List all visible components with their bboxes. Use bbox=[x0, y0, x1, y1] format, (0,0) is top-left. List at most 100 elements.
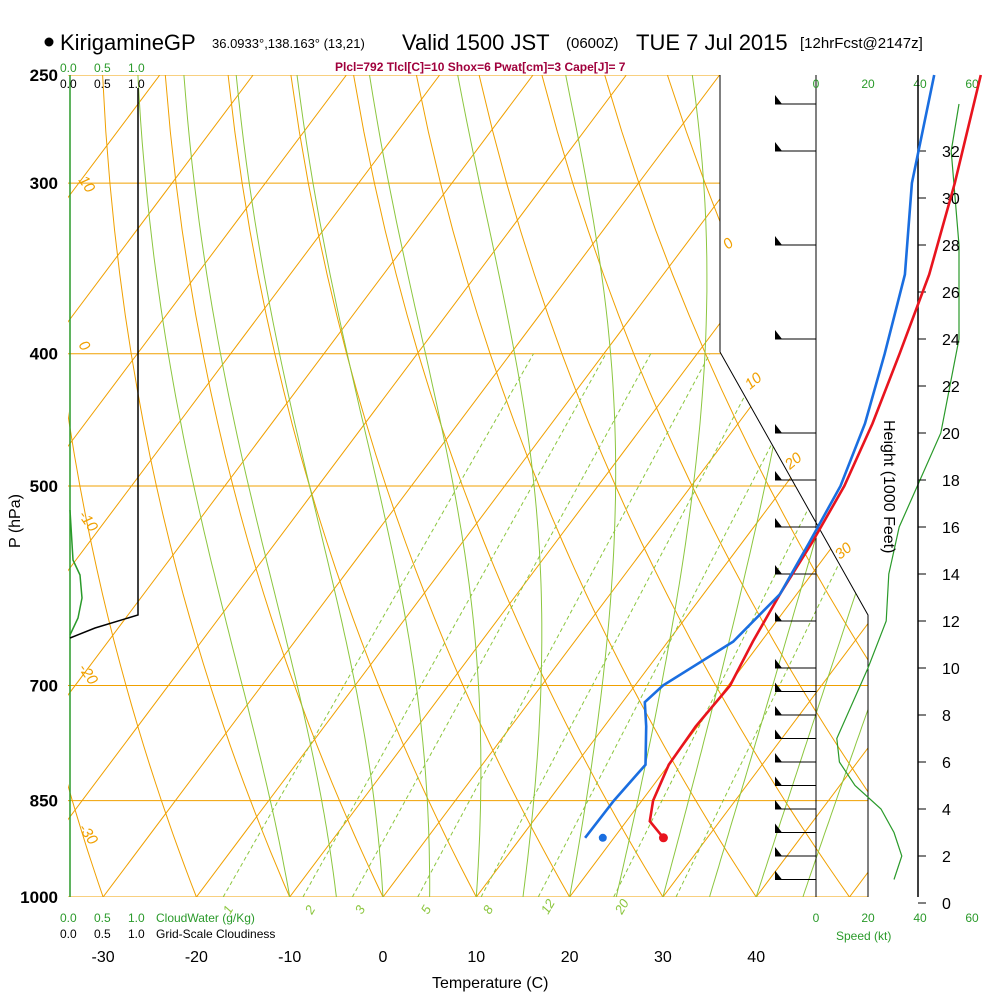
temperature-tick-label: 40 bbox=[747, 949, 765, 966]
moist-adiabat bbox=[802, 707, 868, 897]
height-tick-label: 24 bbox=[942, 332, 960, 349]
wind-barbs bbox=[775, 95, 816, 880]
moist-adiabat bbox=[369, 75, 482, 897]
height-tick-label: 0 bbox=[942, 896, 951, 913]
dry-adiabat bbox=[353, 75, 664, 897]
svg-text:0.5: 0.5 bbox=[94, 927, 111, 941]
forecast-run: [12hrFcst@2147z] bbox=[800, 35, 923, 52]
speed-tick-label: 0 bbox=[813, 77, 820, 91]
speed-tick-label: 60 bbox=[965, 911, 979, 925]
mixing-ratio-line bbox=[302, 353, 607, 897]
svg-text:0.0: 0.0 bbox=[60, 77, 77, 91]
mixing-ratio-label: 20 bbox=[611, 896, 632, 918]
temperature-tick-label: 30 bbox=[654, 949, 672, 966]
svg-text:1.0: 1.0 bbox=[128, 911, 145, 925]
cloudiness-label: Grid-Scale Cloudiness bbox=[156, 927, 275, 941]
moist-adiabat bbox=[565, 75, 617, 897]
cloud-scale-top: 0.0 0.5 1.0 0.0 0.5 1.0 bbox=[60, 61, 145, 91]
pressure-tick-label: 850 bbox=[30, 792, 58, 811]
wind-pennant bbox=[775, 471, 782, 480]
svg-text:0.0: 0.0 bbox=[60, 911, 77, 925]
height-tick-label: 14 bbox=[942, 567, 960, 584]
wind-pennant bbox=[775, 706, 782, 715]
dewpoint-line bbox=[584, 74, 936, 839]
zulu-time: (0600Z) bbox=[566, 35, 619, 52]
moist-adiabat bbox=[457, 75, 543, 897]
isotherm bbox=[68, 75, 441, 572]
temperature-tick-label: -30 bbox=[92, 949, 115, 966]
mixing-ratio-line bbox=[351, 353, 652, 897]
wind-pennant bbox=[775, 142, 782, 151]
grid-boundary bbox=[719, 75, 869, 897]
height-tick-label: 2 bbox=[942, 849, 951, 866]
dry-adiabat bbox=[541, 75, 868, 793]
dry-adiabat bbox=[855, 75, 868, 106]
speed-tick-label: 40 bbox=[913, 77, 927, 91]
station-name: KirigamineGP bbox=[60, 30, 196, 55]
wind-pennant bbox=[775, 95, 782, 104]
stability-indices: Plcl=792 Tlcl[C]=10 Shox=6 Pwat[cm]=3 Ca… bbox=[335, 60, 626, 74]
pressure-tick-label: 300 bbox=[30, 174, 58, 193]
mixing-ratio-line bbox=[222, 353, 534, 897]
pressure-tick-label: 500 bbox=[30, 477, 58, 496]
svg-text:0.5: 0.5 bbox=[94, 911, 111, 925]
speed-tick-label: 0 bbox=[813, 911, 820, 925]
temperature-tick-label: 10 bbox=[467, 949, 485, 966]
height-tick-label: 4 bbox=[942, 802, 951, 819]
temperature-tick-label: -10 bbox=[278, 949, 301, 966]
speed-tick-label: 20 bbox=[861, 77, 875, 91]
isotherm bbox=[195, 75, 814, 897]
wind-pennant bbox=[775, 729, 782, 739]
height-tick-label: 16 bbox=[942, 520, 960, 537]
dry-adiabat bbox=[68, 783, 104, 897]
svg-text:0.0: 0.0 bbox=[60, 61, 77, 75]
wind-pennant bbox=[775, 682, 782, 692]
isotherm bbox=[68, 75, 254, 323]
dry-adiabat bbox=[415, 75, 757, 897]
dry-adiabat bbox=[102, 75, 291, 897]
mixing-ratio-line bbox=[480, 353, 768, 897]
pressure-tick-label: 400 bbox=[30, 345, 58, 364]
moist-adiabat bbox=[296, 75, 431, 897]
surface-temperature-point bbox=[658, 833, 668, 843]
temperature-tick-label: 0 bbox=[379, 949, 388, 966]
valid-time: Valid 1500 JST bbox=[402, 30, 550, 55]
dry-adiabat bbox=[164, 75, 384, 897]
moist-adiabat bbox=[235, 75, 384, 897]
speed-tick-label: 20 bbox=[861, 911, 875, 925]
grid-mask-diag bbox=[720, 75, 868, 615]
moist-adiabat bbox=[615, 75, 708, 897]
isotherm bbox=[102, 75, 720, 897]
height-tick-label: 28 bbox=[942, 238, 960, 255]
isotherm bbox=[68, 75, 534, 696]
wind-pennant bbox=[775, 236, 782, 245]
isotherm bbox=[475, 373, 868, 897]
mixing-ratio-line bbox=[537, 353, 819, 897]
mixing-ratio-label: 8 bbox=[480, 902, 497, 916]
wind-pennant bbox=[775, 424, 782, 433]
pressure-axis: 250 300 400 500 700 850 1000 bbox=[20, 66, 58, 907]
isotherm bbox=[662, 622, 868, 897]
station-bullet-icon bbox=[44, 37, 54, 47]
cloud-water-label: CloudWater (g/Kg) bbox=[156, 911, 255, 925]
wind-pennant bbox=[775, 565, 782, 574]
dry-adiabat bbox=[981, 75, 1000, 897]
dry-adiabat bbox=[290, 75, 571, 897]
wind-pennant bbox=[775, 800, 782, 809]
svg-text:1.0: 1.0 bbox=[128, 61, 145, 75]
height-tick-label: 12 bbox=[942, 614, 960, 631]
height-tick-label: 22 bbox=[942, 379, 960, 396]
speed-tick-label: 60 bbox=[965, 77, 979, 91]
cloudiness-profile bbox=[69, 88, 139, 639]
svg-text:1.0: 1.0 bbox=[128, 77, 145, 91]
height-tick-label: 18 bbox=[942, 473, 960, 490]
sounding-traces bbox=[584, 74, 983, 843]
moist-adiabat bbox=[709, 347, 868, 897]
svg-text:1.0: 1.0 bbox=[128, 927, 145, 941]
moist-adiabat bbox=[183, 75, 337, 897]
temperature-axis: -30 -20 -10 0 10 20 30 40 bbox=[92, 949, 766, 966]
moist-adiabat bbox=[755, 554, 868, 897]
height-tick-label: 8 bbox=[942, 708, 951, 725]
svg-text:0.5: 0.5 bbox=[94, 77, 111, 91]
